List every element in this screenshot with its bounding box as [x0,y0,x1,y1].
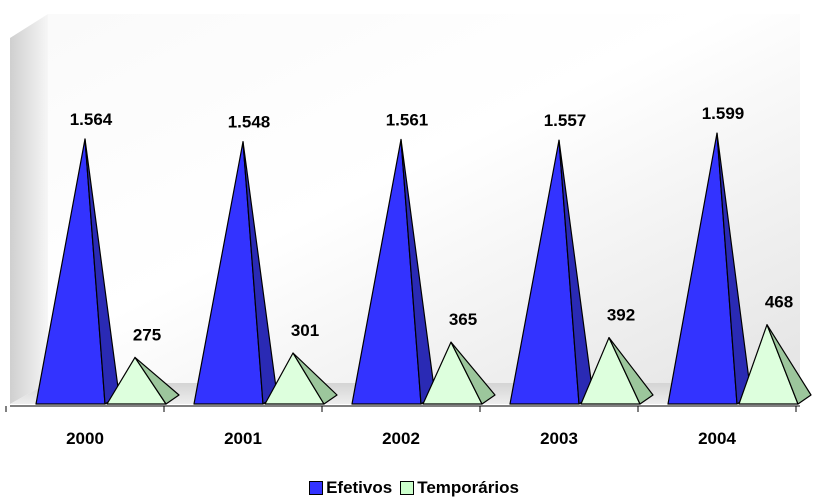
bar-efetivos-2000 [35,138,120,405]
data-label-efetivos-2000: 1.564 [70,110,113,129]
data-label-temporarios-2004: 468 [765,293,793,312]
x-tick-label-2001: 2001 [224,429,262,448]
legend-item-efetivos: Efetivos [309,478,392,498]
bar-efetivos-2004 [667,132,752,405]
legend-item-temporarios: Temporários [400,478,519,498]
x-tick-label-2002: 2002 [382,429,420,448]
data-label-efetivos-2001: 1.548 [228,113,271,132]
bar-temporarios-2001 [264,352,338,405]
data-label-efetivos-2002: 1.561 [386,110,429,129]
bar-temporarios-2003 [580,336,654,405]
bar-efetivos-2002 [351,138,436,405]
legend-swatch-efetivos [309,481,324,495]
bar-temporarios-2000 [106,356,180,405]
legend: Efetivos Temporários [0,478,828,498]
legend-label-temporarios: Temporários [417,478,519,497]
x-tick-label-2000: 2000 [66,429,104,448]
data-label-temporarios-2002: 365 [449,310,477,329]
data-label-temporarios-2003: 392 [607,306,635,325]
legend-label-efetivos: Efetivos [326,478,393,497]
bar-efetivos-2001 [193,141,278,405]
chart-side-wall [10,14,48,404]
data-label-efetivos-2004: 1.599 [702,104,745,123]
data-label-temporarios-2001: 301 [291,321,319,340]
legend-swatch-temporarios [400,481,415,495]
data-label-temporarios-2000: 275 [133,325,161,344]
x-tick-label-2003: 2003 [540,429,578,448]
chart: 1.564 275 1.548 301 1.561 365 1.557 392 1.599 468… [5,14,812,448]
bar-temporarios-2002 [422,341,496,405]
data-label-efetivos-2003: 1.557 [544,111,587,130]
x-tick-label-2004: 2004 [698,429,736,448]
bar-efetivos-2003 [509,139,594,405]
bar-temporarios-2004 [738,324,812,405]
